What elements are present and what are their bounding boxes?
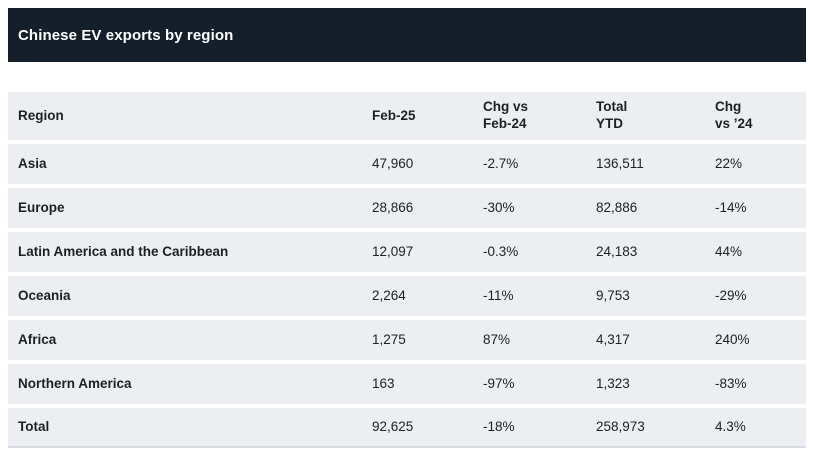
total-ytd-cell: 1,323 xyxy=(596,375,630,391)
chg-vs-feb24-cell: 87% xyxy=(483,331,511,347)
chg-vs-24-cell: 4.3% xyxy=(715,418,746,434)
table-row-total: Total 92,625 -18% 258,973 4.3% xyxy=(8,408,806,448)
chg-vs-24-cell: 22% xyxy=(715,155,743,171)
feb25-cell: 163 xyxy=(372,375,395,391)
header-chg-vs-24-line1: Chg xyxy=(715,99,742,115)
chg-vs-24-cell: 44% xyxy=(715,243,743,259)
feb25-cell: 2,264 xyxy=(372,287,406,303)
header-chg-vs-24-line2: vs ’24 xyxy=(715,116,753,131)
chg-vs-24-cell: -83% xyxy=(715,375,747,391)
chg-vs-feb24-cell: -2.7% xyxy=(483,155,519,171)
table-row: Latin America and the Caribbean 12,097 -… xyxy=(8,232,806,272)
table-row: Europe 28,866 -30% 82,886 -14% xyxy=(8,188,806,228)
header-chg-vs-feb24: Chg vs Feb-24 xyxy=(483,99,596,133)
header-total-ytd: Total YTD xyxy=(596,99,715,133)
region-cell: Europe xyxy=(18,199,65,215)
chg-vs-feb24-cell: -0.3% xyxy=(483,243,519,259)
feb25-cell: 92,625 xyxy=(372,418,414,434)
header-feb25: Feb-25 xyxy=(372,107,416,123)
title-bar: Chinese EV exports by region xyxy=(8,8,806,62)
chg-vs-feb24-cell: -11% xyxy=(483,287,514,303)
ev-exports-table: Region Feb-25 Chg vs Feb-24 Total YTD Ch… xyxy=(8,92,806,448)
table-row: Asia 47,960 -2.7% 136,511 22% xyxy=(8,144,806,184)
chg-vs-24-cell: 240% xyxy=(715,331,750,347)
header-chg-vs-24: Chg vs ’24 xyxy=(715,99,806,133)
table-row: Africa 1,275 87% 4,317 240% xyxy=(8,320,806,360)
region-cell: Africa xyxy=(18,331,57,347)
header-total-ytd-line1: Total xyxy=(596,99,628,115)
region-cell: Oceania xyxy=(18,287,71,303)
header-chg-vs-feb24-line2: Feb-24 xyxy=(483,116,527,131)
total-ytd-cell: 4,317 xyxy=(596,331,630,347)
total-ytd-cell: 24,183 xyxy=(596,243,638,259)
total-ytd-cell: 9,753 xyxy=(596,287,630,303)
feb25-cell: 28,866 xyxy=(372,199,414,215)
chg-vs-feb24-cell: -97% xyxy=(483,375,515,391)
header-region: Region xyxy=(18,107,64,123)
header-total-ytd-line2: YTD xyxy=(596,116,623,131)
region-cell: Northern America xyxy=(18,375,132,391)
chg-vs-feb24-cell: -30% xyxy=(483,199,515,215)
table-card: Chinese EV exports by region Region Feb-… xyxy=(8,8,806,448)
table-header-row: Region Feb-25 Chg vs Feb-24 Total YTD Ch… xyxy=(8,92,806,140)
feb25-cell: 1,275 xyxy=(372,331,406,347)
region-cell: Latin America and the Caribbean xyxy=(18,243,229,259)
total-ytd-cell: 82,886 xyxy=(596,199,638,215)
chg-vs-feb24-cell: -18% xyxy=(483,418,515,434)
total-ytd-cell: 136,511 xyxy=(596,155,644,171)
table-row: Oceania 2,264 -11% 9,753 -29% xyxy=(8,276,806,316)
table-row: Northern America 163 -97% 1,323 -83% xyxy=(8,364,806,404)
chg-vs-24-cell: -29% xyxy=(715,287,747,303)
region-cell: Total xyxy=(18,418,50,434)
total-ytd-cell: 258,973 xyxy=(596,418,645,434)
chg-vs-24-cell: -14% xyxy=(715,199,747,215)
feb25-cell: 12,097 xyxy=(372,243,414,259)
header-chg-vs-feb24-line1: Chg vs xyxy=(483,99,529,115)
feb25-cell: 47,960 xyxy=(372,155,414,171)
page-title: Chinese EV exports by region xyxy=(18,26,234,44)
region-cell: Asia xyxy=(18,155,47,171)
